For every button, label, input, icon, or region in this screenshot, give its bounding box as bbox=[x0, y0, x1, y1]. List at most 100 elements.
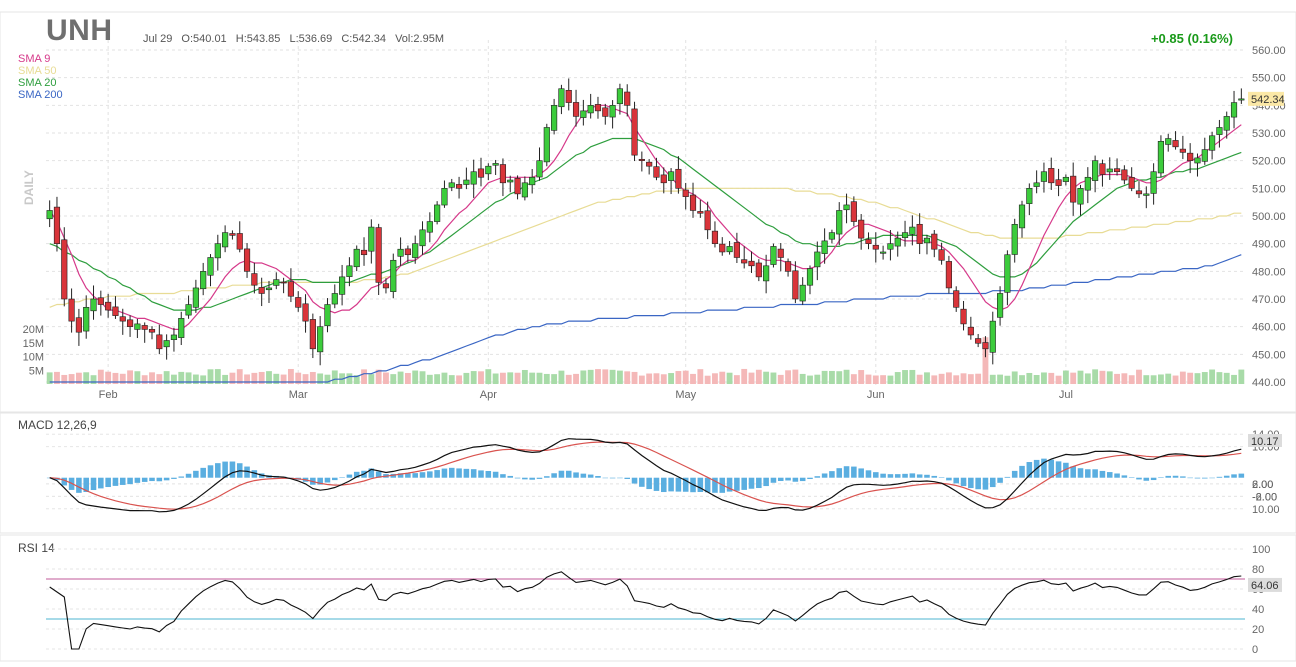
volume-bar bbox=[602, 369, 609, 384]
volume-bar bbox=[858, 370, 865, 384]
macd-histogram-bar bbox=[704, 477, 711, 493]
candle-body bbox=[163, 340, 170, 348]
volume-bar bbox=[902, 370, 908, 384]
candle-body bbox=[806, 268, 814, 286]
macd-histogram-bar bbox=[324, 477, 331, 483]
macd-histogram-bar bbox=[894, 474, 901, 478]
macd-histogram-bar bbox=[500, 474, 506, 478]
candle-body bbox=[1201, 149, 1208, 162]
macd-histogram-bar bbox=[1180, 476, 1186, 478]
macd-histogram-bar bbox=[339, 477, 345, 478]
candle-body bbox=[251, 273, 258, 286]
candle-body bbox=[83, 306, 90, 332]
sma50-line bbox=[49, 187, 1242, 308]
volume-bar bbox=[448, 375, 455, 384]
candle-body bbox=[989, 320, 996, 353]
candle-body bbox=[192, 287, 199, 308]
volume-bar bbox=[1077, 370, 1084, 384]
macd-histogram-bar bbox=[317, 477, 323, 485]
price-tick-label: 560.00 bbox=[1252, 45, 1286, 57]
volume-bar bbox=[419, 371, 426, 384]
macd-histogram-bar bbox=[624, 477, 631, 479]
candle-body bbox=[375, 227, 382, 283]
macd-histogram-bar bbox=[1121, 475, 1128, 478]
volume-bar bbox=[755, 369, 762, 384]
candle-body bbox=[265, 287, 273, 291]
volume-bar bbox=[1114, 373, 1120, 384]
volume-bar bbox=[470, 371, 477, 384]
macd-histogram-bar bbox=[163, 477, 170, 481]
price-tick-label: 520.00 bbox=[1252, 156, 1286, 168]
volume-bar bbox=[660, 374, 667, 384]
candle-body bbox=[207, 257, 214, 276]
volume-bar bbox=[733, 375, 740, 384]
volume-bar bbox=[748, 372, 755, 384]
volume-bar bbox=[945, 372, 952, 384]
macd-histogram-bar bbox=[1128, 477, 1135, 478]
volume-bar bbox=[361, 369, 367, 384]
candle-body bbox=[521, 182, 528, 198]
volume-bar bbox=[397, 371, 404, 384]
volume-bar bbox=[375, 369, 382, 384]
macd-histogram-bar bbox=[748, 477, 755, 489]
macd-histogram-bar bbox=[587, 474, 594, 478]
volume-bar bbox=[1041, 372, 1047, 384]
volume-bar bbox=[587, 369, 594, 384]
price-tick-label: 500.00 bbox=[1252, 211, 1286, 223]
volume-bar bbox=[426, 374, 433, 384]
macd-histogram-bar bbox=[1158, 477, 1164, 478]
volume-bar bbox=[61, 374, 68, 384]
volume-bar bbox=[624, 371, 631, 384]
candle-body bbox=[653, 166, 660, 178]
volume-bar bbox=[324, 374, 331, 384]
macd-histogram-bar bbox=[580, 473, 587, 478]
macd-histogram-bar bbox=[785, 477, 791, 481]
candle-body bbox=[763, 265, 770, 282]
macd-histogram-bar bbox=[332, 477, 338, 481]
macd-histogram-bar bbox=[938, 477, 945, 478]
volume-bar bbox=[543, 373, 550, 384]
volume-bar bbox=[1128, 375, 1135, 384]
macd-histogram-bar bbox=[448, 467, 455, 478]
macd-histogram-bar bbox=[514, 477, 521, 479]
macd-histogram-bar bbox=[734, 477, 740, 491]
candle-body bbox=[828, 232, 836, 240]
candle-body bbox=[1128, 177, 1135, 189]
volume-bar bbox=[536, 372, 543, 384]
candle-body bbox=[1223, 116, 1230, 131]
sma200-line bbox=[49, 254, 1242, 383]
volume-bar bbox=[960, 373, 967, 384]
candle-body bbox=[273, 279, 280, 286]
candle-body bbox=[850, 201, 857, 222]
candle-body bbox=[1179, 148, 1186, 153]
volume-bar bbox=[1231, 374, 1237, 384]
price-change: +0.85 (0.16%) bbox=[1150, 31, 1233, 46]
price-tick-label: 470.00 bbox=[1252, 294, 1286, 306]
candle-body bbox=[1165, 138, 1172, 145]
volume-bar bbox=[836, 371, 843, 384]
volume-bar bbox=[1165, 373, 1172, 384]
macd-histogram-bar bbox=[851, 466, 857, 478]
volume-bar bbox=[75, 372, 82, 384]
macd-histogram-bar bbox=[880, 473, 886, 478]
macd-histogram-bar bbox=[836, 468, 843, 478]
macd-histogram-bar bbox=[507, 475, 514, 478]
candle-body bbox=[923, 237, 931, 244]
candle-body bbox=[1172, 140, 1179, 148]
macd-histogram-bar bbox=[419, 472, 426, 478]
volume-bar bbox=[1238, 369, 1245, 384]
volume-bar bbox=[251, 372, 258, 384]
macd-histogram-bar bbox=[463, 468, 470, 478]
volume-bar bbox=[551, 374, 558, 384]
volume-bar bbox=[1004, 375, 1011, 384]
volume-bar bbox=[682, 370, 689, 384]
legend-sma-200: SMA 200 bbox=[18, 89, 63, 101]
volume-bar bbox=[872, 375, 879, 384]
macd-histogram-bar bbox=[799, 477, 806, 482]
macd-last-label: 10.17 bbox=[1251, 436, 1279, 448]
price-tick-label: 480.00 bbox=[1252, 266, 1286, 278]
macd-histogram-bar bbox=[470, 469, 477, 478]
volume-bar bbox=[1201, 372, 1208, 384]
candle-body bbox=[258, 287, 265, 294]
candle-body bbox=[1099, 163, 1106, 175]
